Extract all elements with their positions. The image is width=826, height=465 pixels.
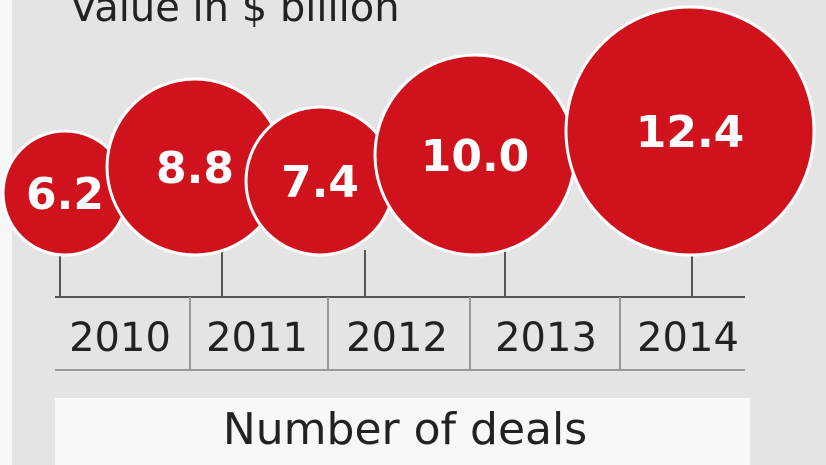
x-tick-label: 2010 (69, 315, 171, 361)
value-label: 8.8 (156, 143, 234, 194)
x-tick-label: 2013 (495, 315, 597, 361)
bubble (564, 5, 816, 257)
value-label: 6.2 (26, 169, 104, 220)
x-tick-label: 2014 (637, 315, 739, 361)
value-label: 10.0 (421, 131, 530, 182)
left-margin (0, 0, 12, 465)
label-box (55, 398, 750, 465)
x-tick-label: 2011 (206, 315, 308, 361)
subtitle: Number of deals (223, 404, 587, 455)
x-tick-label: 2012 (346, 315, 448, 361)
value-label: 7.4 (281, 157, 359, 208)
chart-title: Value in $ billion (70, 0, 400, 31)
value-label: 12.4 (636, 107, 745, 158)
separators (189, 297, 621, 370)
